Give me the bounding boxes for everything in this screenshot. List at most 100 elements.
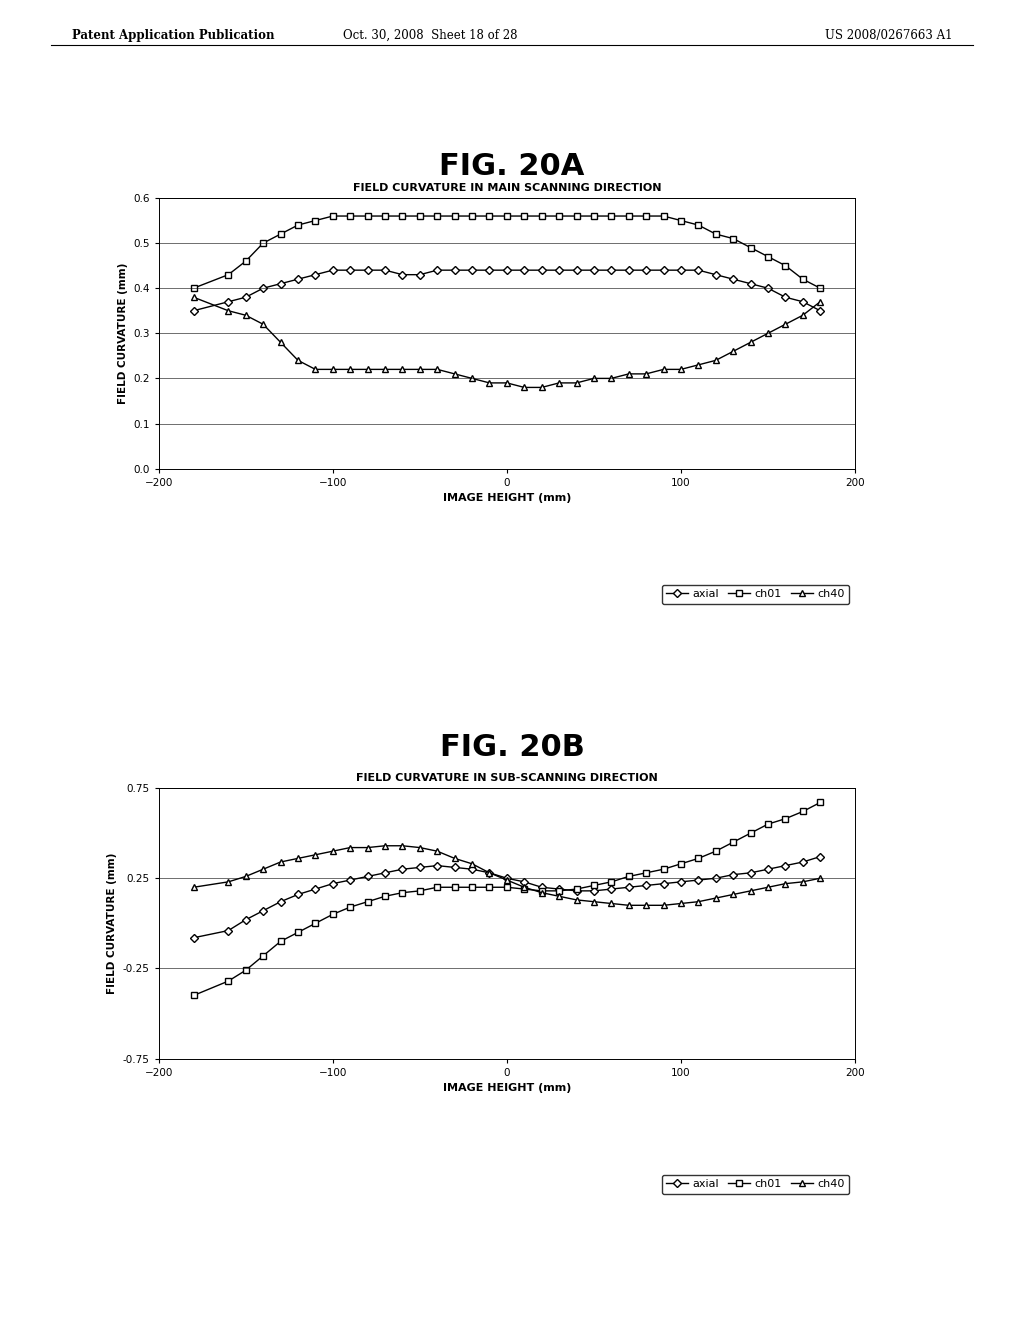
- axial: [396, 267, 409, 282]
- axial: [483, 865, 496, 880]
- axial: [570, 883, 583, 899]
- ch40: [553, 375, 565, 391]
- axial: [344, 263, 356, 279]
- Legend: axial, ch01, ch40: axial, ch01, ch40: [662, 585, 850, 603]
- ch01: [187, 280, 200, 296]
- ch01: [727, 231, 739, 247]
- ch01: [779, 257, 792, 273]
- axial: [240, 912, 252, 928]
- ch01: [623, 869, 635, 884]
- axial: [814, 302, 826, 318]
- ch01: [240, 253, 252, 269]
- axial: [344, 873, 356, 888]
- axial: [518, 263, 530, 279]
- ch40: [222, 302, 234, 318]
- ch40: [692, 356, 705, 372]
- axial: [292, 272, 304, 288]
- ch40: [605, 895, 617, 911]
- Text: Patent Application Publication: Patent Application Publication: [72, 29, 274, 42]
- ch40: [675, 895, 687, 911]
- Y-axis label: FIELD CURVATURE (mm): FIELD CURVATURE (mm): [108, 853, 118, 994]
- ch01: [605, 209, 617, 224]
- Text: FIG. 20A: FIG. 20A: [439, 152, 585, 181]
- axial: [379, 263, 391, 279]
- ch01: [518, 882, 530, 898]
- axial: [187, 929, 200, 945]
- axial: [449, 859, 461, 875]
- ch01: [483, 879, 496, 895]
- ch01: [396, 884, 409, 900]
- axial: [361, 263, 374, 279]
- axial: [640, 878, 652, 894]
- ch40: [640, 366, 652, 381]
- ch40: [431, 843, 443, 859]
- ch40: [414, 840, 426, 855]
- ch40: [240, 869, 252, 884]
- ch40: [797, 874, 809, 890]
- ch01: [361, 894, 374, 909]
- ch01: [623, 209, 635, 224]
- axial: [431, 263, 443, 279]
- axial: [396, 861, 409, 876]
- ch40: [588, 894, 600, 909]
- ch40: [518, 879, 530, 895]
- ch01: [414, 209, 426, 224]
- axial: [309, 882, 322, 898]
- ch01: [274, 933, 287, 949]
- ch40: [292, 850, 304, 866]
- ch01: [327, 209, 339, 224]
- ch01: [692, 216, 705, 232]
- ch40: [396, 838, 409, 854]
- ch01: [379, 888, 391, 904]
- ch40: [414, 362, 426, 378]
- Title: FIELD CURVATURE IN SUB-SCANNING DIRECTION: FIELD CURVATURE IN SUB-SCANNING DIRECTIO…: [356, 774, 657, 783]
- Line: ch01: ch01: [190, 214, 823, 290]
- ch40: [361, 840, 374, 855]
- ch01: [240, 962, 252, 978]
- axial: [309, 267, 322, 282]
- ch40: [727, 887, 739, 903]
- axial: [814, 849, 826, 865]
- ch01: [396, 209, 409, 224]
- ch40: [727, 343, 739, 359]
- ch01: [710, 226, 722, 242]
- ch40: [588, 371, 600, 387]
- axial: [727, 272, 739, 288]
- ch40: [797, 308, 809, 323]
- axial: [588, 883, 600, 899]
- axial: [779, 858, 792, 874]
- axial: [222, 923, 234, 939]
- ch01: [292, 216, 304, 232]
- axial: [327, 263, 339, 279]
- axial: [692, 873, 705, 888]
- Legend: axial, ch01, ch40: axial, ch01, ch40: [662, 1175, 850, 1193]
- ch40: [483, 375, 496, 391]
- ch40: [623, 898, 635, 913]
- ch40: [553, 888, 565, 904]
- axial: [727, 867, 739, 883]
- ch40: [309, 847, 322, 863]
- ch40: [779, 317, 792, 333]
- ch40: [536, 884, 548, 900]
- ch40: [744, 883, 757, 899]
- Text: Oct. 30, 2008  Sheet 18 of 28: Oct. 30, 2008 Sheet 18 of 28: [343, 29, 517, 42]
- axial: [553, 882, 565, 898]
- ch40: [605, 371, 617, 387]
- ch01: [518, 209, 530, 224]
- axial: [553, 263, 565, 279]
- ch40: [501, 873, 513, 888]
- axial: [274, 276, 287, 292]
- axial: [605, 882, 617, 898]
- axial: [240, 289, 252, 305]
- ch01: [222, 267, 234, 282]
- ch40: [710, 890, 722, 906]
- axial: [361, 869, 374, 884]
- ch01: [309, 213, 322, 228]
- ch01: [797, 272, 809, 288]
- ch40: [187, 879, 200, 895]
- axial: [570, 263, 583, 279]
- ch01: [361, 209, 374, 224]
- ch01: [344, 209, 356, 224]
- axial: [657, 263, 670, 279]
- ch01: [640, 209, 652, 224]
